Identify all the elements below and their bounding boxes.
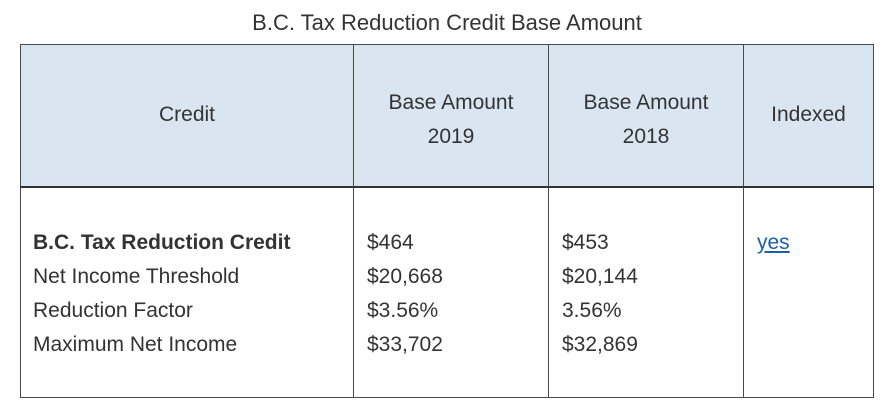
- value-2019-maximum-net-income: $33,702: [367, 332, 443, 356]
- value-2018-tax-reduction-credit: $453: [562, 230, 609, 254]
- header-base-amount-2018-label: Base Amount: [583, 91, 709, 115]
- header-base-amount-2019: Base Amount 2019: [353, 44, 549, 188]
- header-indexed: Indexed: [743, 44, 874, 188]
- header-base-amount-2018: Base Amount 2018: [548, 44, 744, 188]
- indexed-cell: yes: [743, 186, 874, 398]
- header-credit-label: Credit: [158, 103, 216, 127]
- value-2019-tax-reduction-credit: $464: [367, 230, 414, 254]
- header-indexed-label: Indexed: [771, 103, 846, 127]
- value-2018-net-income-threshold: $20,144: [562, 264, 638, 288]
- tax-credit-table: Credit Base Amount 2019 Base Amount 2018…: [20, 44, 874, 398]
- value-2018-reduction-factor: 3.56%: [562, 298, 622, 322]
- credit-names-cell: B.C. Tax Reduction Credit Net Income Thr…: [20, 186, 354, 398]
- credit-name-tax-reduction-credit: B.C. Tax Reduction Credit: [33, 230, 291, 254]
- base-amount-2019-cell: $464 $20,668 $3.56% $33,702: [353, 186, 549, 398]
- header-credit: Credit: [20, 44, 354, 188]
- value-2018-maximum-net-income: $32,869: [562, 332, 638, 356]
- header-base-amount-2019-label: Base Amount: [388, 91, 514, 115]
- base-amount-2018-cell: $453 $20,144 3.56% $32,869: [548, 186, 744, 398]
- credit-name-reduction-factor: Reduction Factor: [33, 298, 193, 322]
- indexed-yes-link[interactable]: yes: [757, 230, 790, 254]
- credit-name-maximum-net-income: Maximum Net Income: [33, 332, 238, 356]
- value-2019-reduction-factor: $3.56%: [367, 298, 439, 322]
- table-header-row: Credit Base Amount 2019 Base Amount 2018…: [20, 44, 874, 188]
- header-base-amount-2019-year: 2019: [427, 125, 475, 149]
- value-2019-net-income-threshold: $20,668: [367, 264, 443, 288]
- table-caption: B.C. Tax Reduction Credit Base Amount: [252, 10, 642, 35]
- table-row: B.C. Tax Reduction Credit Net Income Thr…: [20, 186, 874, 398]
- header-base-amount-2018-year: 2018: [622, 125, 670, 149]
- credit-name-net-income-threshold: Net Income Threshold: [33, 264, 240, 288]
